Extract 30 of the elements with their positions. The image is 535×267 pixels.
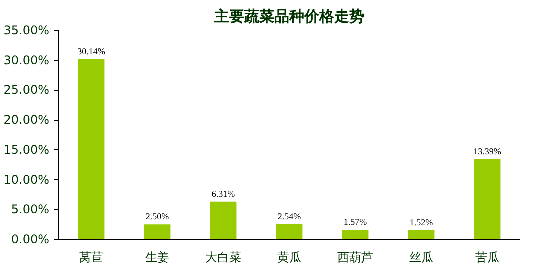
data-label: 30.14%: [78, 46, 106, 57]
bar: [210, 202, 237, 240]
bar: [144, 224, 171, 240]
data-label: 1.52%: [410, 217, 434, 228]
y-tick-label: 20.00%: [4, 113, 50, 128]
y-tick-label: 25.00%: [4, 83, 50, 98]
bar: [474, 160, 501, 240]
bar: [408, 230, 435, 240]
bar: [342, 230, 369, 240]
chart-title: 主要蔬菜品种价格走势: [214, 8, 364, 26]
data-label: 2.50%: [146, 212, 170, 222]
data-label: 2.54%: [278, 211, 302, 222]
bar: [276, 224, 303, 240]
data-label: 6.31%: [212, 188, 236, 199]
x-tick-label: 大白菜: [206, 250, 242, 264]
bar: [78, 60, 105, 240]
x-tick-label: 生姜: [146, 250, 170, 264]
y-tick-label: 5.00%: [11, 202, 50, 217]
data-label: 13.39%: [474, 146, 502, 157]
y-tick-label: 10.00%: [4, 172, 50, 187]
x-tick-label: 苦瓜: [476, 250, 500, 264]
x-tick-label: 西葫芦: [338, 250, 374, 264]
x-tick-label: 黄瓜: [278, 250, 302, 264]
x-tick-label: 莴苣: [80, 250, 104, 264]
y-tick-label: 15.00%: [4, 142, 50, 157]
y-tick-label: 35.00%: [4, 24, 50, 38]
y-tick-label: 30.00%: [4, 53, 50, 68]
data-label: 1.57%: [344, 217, 368, 228]
y-tick-label: 0.00%: [11, 232, 50, 246]
x-tick-label: 丝瓜: [410, 250, 434, 264]
